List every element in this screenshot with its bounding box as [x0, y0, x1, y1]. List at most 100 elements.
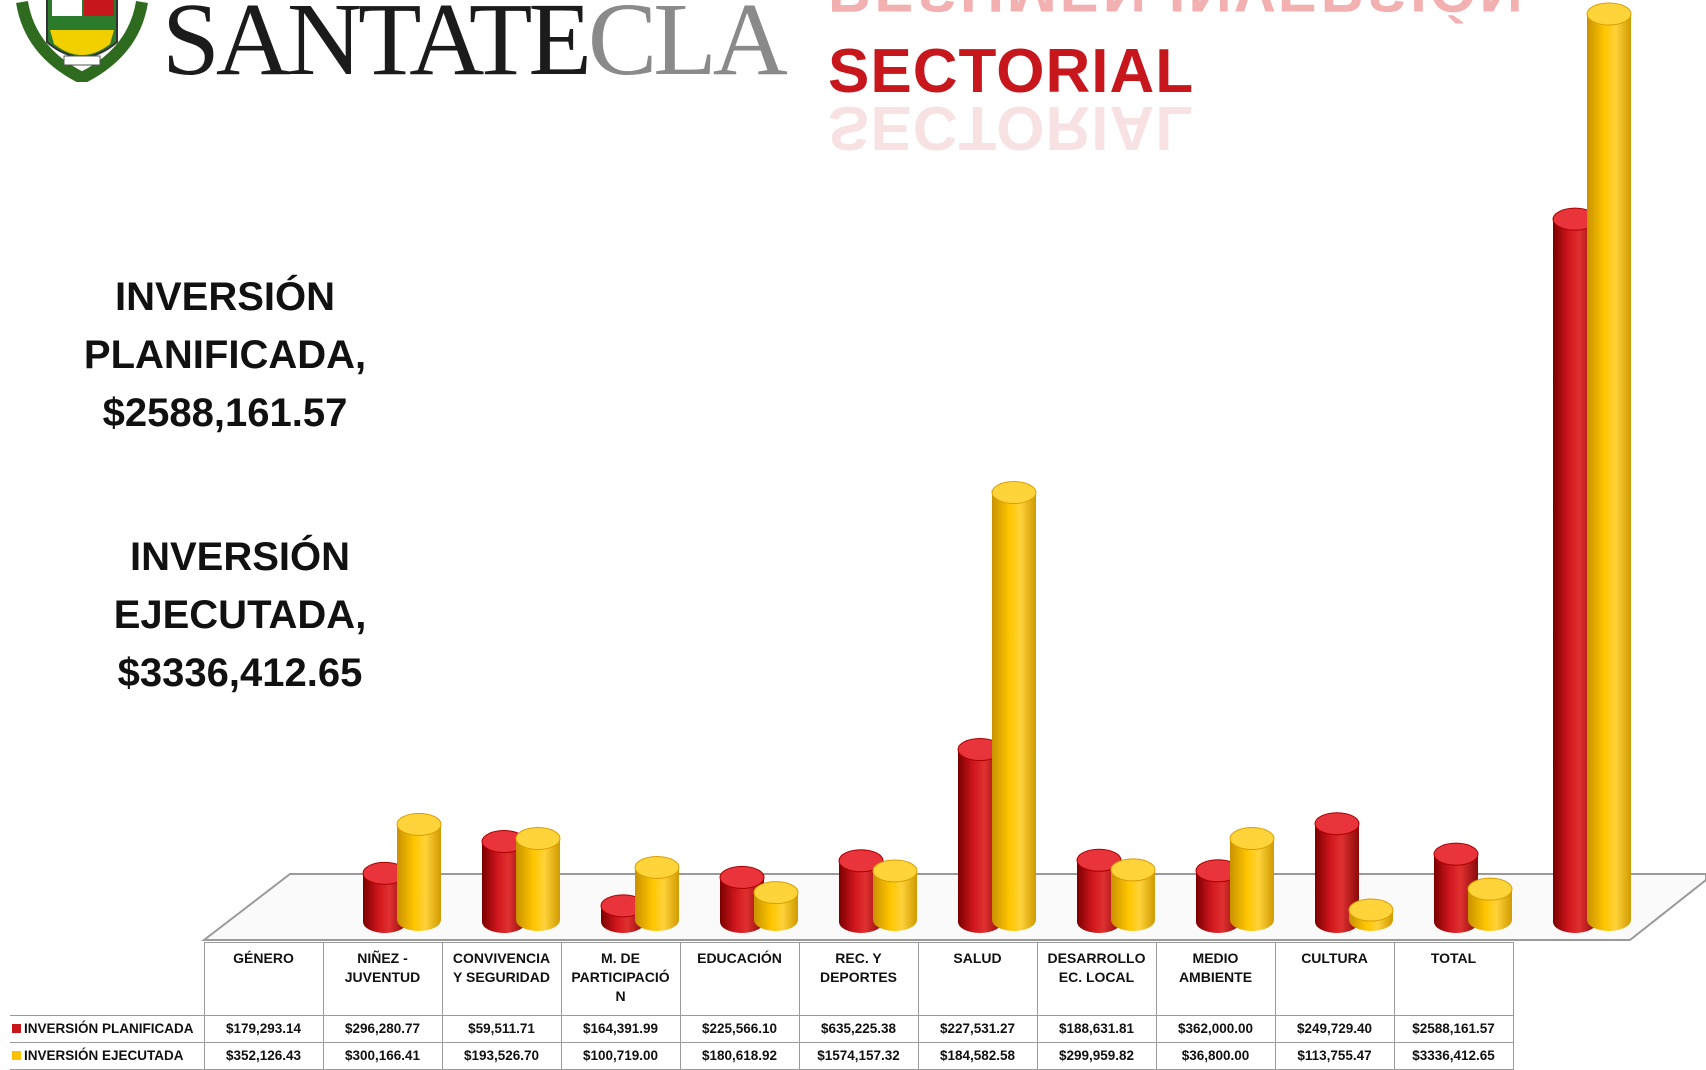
bar-executed: [396, 812, 442, 931]
header-line: MEDIO: [1192, 950, 1239, 966]
bar-body: [873, 870, 917, 931]
bar-cap: [1586, 2, 1632, 26]
data-table: GÉNERO NIÑEZ - JUVENTUD CONVIVENCIA Y SEGURI…: [10, 942, 1514, 1070]
bar-body: [635, 867, 679, 931]
table-cell: $188,631.81: [1036, 1015, 1157, 1043]
table-cell: $1574,157.32: [798, 1042, 919, 1070]
table-cell: $59,511.71: [441, 1015, 562, 1043]
bar-cap: [872, 859, 918, 883]
summary-line: PLANIFICADA,: [83, 333, 367, 377]
table-cell: $164,391.99: [560, 1015, 681, 1043]
header-line: REC. Y: [835, 950, 882, 966]
bar-body: [1230, 838, 1274, 931]
header-line: DESARROLLO: [1047, 950, 1146, 966]
table-header-cell: REC. Y DEPORTES: [798, 942, 919, 1016]
bar-planned: [1433, 842, 1479, 933]
table-cell: $179,293.14: [203, 1015, 324, 1043]
planned-investment-summary: INVERSIÓN PLANIFICADA, $2588,161.57: [60, 268, 390, 442]
table-cell: $635,225.38: [798, 1015, 919, 1043]
table-row: INVERSIÓN PLANIFICADA $179,293.14 $296,28…: [10, 1015, 1514, 1043]
table-header-cell: GÉNERO: [203, 942, 324, 1016]
table-header-cell: CONVIVENCIA Y SEGURIDAD: [441, 942, 562, 1016]
coat-of-arms-icon: [16, 0, 148, 82]
bar-planned: [600, 894, 646, 933]
table-cell: $227,531.27: [917, 1015, 1038, 1043]
bars-group: [362, 2, 1632, 933]
bar-body: [1553, 219, 1597, 933]
bar-cap: [634, 855, 680, 879]
table-cell: $299,959.82: [1036, 1042, 1157, 1070]
bar-cap: [515, 826, 561, 850]
header-line: M. DE: [601, 950, 640, 966]
header-line: SALUD: [953, 950, 1002, 966]
bar-executed: [634, 855, 680, 931]
table-header-cell: TOTAL: [1393, 942, 1514, 1016]
header-line: TOTAL: [1430, 950, 1477, 966]
bar-body: [992, 492, 1036, 931]
table-header-cell: DESARROLLO EC. LOCAL: [1036, 942, 1157, 1016]
table-cell: $296,280.77: [322, 1015, 443, 1043]
table-cell: $180,618.92: [679, 1042, 800, 1070]
table-cell: $249,729.40: [1274, 1015, 1395, 1043]
bar-body: [958, 749, 1002, 933]
table-header-cell: EDUCACIÓN: [679, 942, 800, 1016]
header-line: DEPORTES: [819, 969, 897, 985]
bar-executed: [1348, 898, 1394, 931]
logo-wordmark: SANTATECLA: [162, 0, 788, 97]
bar-body: [1468, 889, 1512, 931]
bar-planned: [957, 738, 1003, 933]
table-cell: $2588,161.57: [1393, 1015, 1514, 1043]
table-cell: $36,800.00: [1155, 1042, 1276, 1070]
bar-body: [1587, 14, 1631, 931]
bar-executed: [1110, 858, 1156, 931]
bar-planned: [1552, 207, 1598, 933]
bar-body: [720, 877, 764, 933]
bar-planned: [362, 861, 408, 933]
bar-executed: [753, 881, 799, 931]
summary-line: INVERSIÓN: [114, 275, 336, 319]
bar-cap: [1314, 812, 1360, 836]
santa-tecla-logo: SANTATECLA: [0, 0, 788, 100]
bar-executed: [515, 826, 561, 931]
header-line: JUVENTUD: [344, 969, 421, 985]
bar-executed: [1229, 827, 1275, 931]
bar-cap: [1110, 858, 1156, 882]
bar-cap: [396, 812, 442, 836]
bar-cap: [991, 481, 1037, 505]
bar-cap: [1229, 827, 1275, 851]
bar-body: [397, 824, 441, 931]
legend-executed: INVERSIÓN EJECUTADA: [10, 1042, 205, 1070]
bar-planned: [481, 830, 527, 933]
table-header-cell: CULTURA: [1274, 942, 1395, 1016]
table-header-cell: SALUD: [917, 942, 1038, 1016]
bar-planned: [719, 865, 765, 933]
bar-planned: [1076, 848, 1122, 933]
table-row: INVERSIÓN EJECUTADA $352,126.43 $300,166.…: [10, 1042, 1514, 1070]
legend-swatch-yellow: [12, 1051, 21, 1060]
bar-body: [839, 860, 883, 933]
bar-body: [1315, 823, 1359, 933]
bar-body: [1196, 870, 1240, 933]
header-line: Y SEGURIDAD: [453, 969, 550, 985]
header-line: N: [615, 988, 626, 1004]
bar-planned: [1195, 859, 1241, 933]
header-line: CULTURA: [1301, 950, 1368, 966]
header-line: GÉNERO: [233, 950, 294, 966]
bar-cap: [838, 849, 884, 873]
table-header-cell: M. DE PARTICIPACIÓ N: [560, 942, 681, 1016]
bar-body: [1434, 854, 1478, 933]
table-cell: $3336,412.65: [1393, 1042, 1514, 1070]
table-cell: $113,755.47: [1274, 1042, 1395, 1070]
bar-cap: [753, 881, 799, 905]
bar-body: [1111, 869, 1155, 931]
table-cell: $352,126.43: [203, 1042, 324, 1070]
legend-swatch-red: [12, 1024, 21, 1033]
bar-planned: [838, 849, 884, 933]
table-header-row: GÉNERO NIÑEZ - JUVENTUD CONVIVENCIA Y SEGURI…: [10, 942, 1514, 1016]
bar-cap: [1467, 877, 1513, 901]
header-line: PARTICIPACIÓ: [571, 969, 670, 985]
table-cell: $225,566.10: [679, 1015, 800, 1043]
summary-line: $3336,412.65: [117, 651, 363, 695]
executed-investment-summary: INVERSIÓN EJECUTADA, $3336,412.65: [70, 528, 410, 702]
